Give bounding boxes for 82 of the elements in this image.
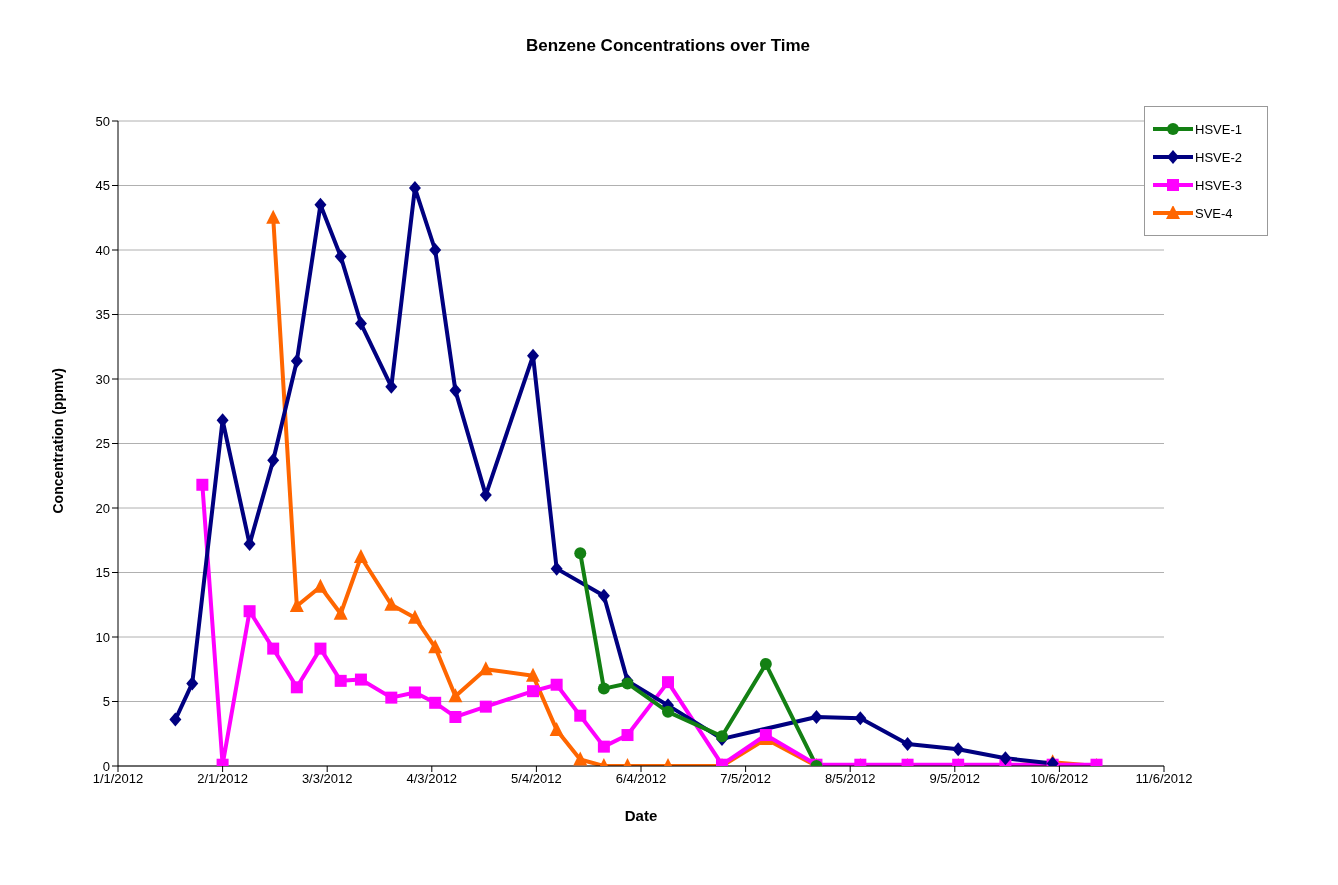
point — [169, 712, 182, 727]
x-tick-label: 3/3/2012 — [301, 771, 353, 787]
chart-title: Benzene Concentrations over Time — [524, 35, 811, 57]
y-tick-label: 30 — [95, 371, 110, 387]
point — [574, 709, 587, 722]
point — [597, 740, 610, 753]
point — [621, 677, 634, 690]
y-tick-label: 35 — [95, 307, 110, 323]
point — [901, 737, 914, 752]
point — [448, 688, 463, 703]
point — [449, 710, 462, 723]
y-tick-label: 10 — [95, 629, 110, 645]
y-tick-label: 25 — [95, 436, 110, 452]
point — [407, 609, 422, 624]
point — [408, 686, 421, 699]
point — [526, 667, 541, 682]
point — [661, 676, 674, 689]
point — [549, 721, 564, 736]
point — [354, 673, 367, 686]
point — [479, 488, 492, 503]
point — [186, 676, 199, 691]
point — [759, 658, 772, 671]
point — [449, 383, 462, 398]
x-tick-label: 8/5/2012 — [824, 771, 876, 787]
legend-label: HSVE-2 — [1195, 149, 1242, 165]
point — [661, 705, 674, 718]
point — [384, 596, 399, 611]
x-tick-label: 2/1/2012 — [197, 771, 248, 787]
x-tick-label: 7/5/2012 — [720, 771, 771, 787]
point — [854, 711, 867, 726]
y-tick-label: 45 — [95, 178, 110, 194]
y-tick-label: 40 — [95, 242, 110, 258]
point — [550, 678, 563, 691]
point — [354, 316, 367, 331]
point — [353, 549, 368, 564]
x-tick-label: 1/1/2012 — [92, 771, 144, 787]
point — [290, 681, 303, 694]
point — [573, 751, 588, 766]
legend-label: HSVE-3 — [1195, 177, 1242, 193]
x-tick-label: 11/6/2012 — [1135, 771, 1193, 787]
point — [952, 742, 965, 757]
point — [428, 639, 443, 654]
point — [267, 453, 280, 468]
point — [527, 685, 540, 698]
point — [333, 605, 348, 620]
point — [550, 561, 563, 576]
x-tick-label: 4/3/2012 — [406, 771, 458, 787]
x-tick-label: 9/5/2012 — [929, 771, 981, 787]
legend-label: SVE-4 — [1195, 205, 1233, 221]
point — [429, 243, 442, 257]
y-tick-label: 0 — [102, 758, 110, 774]
point — [478, 661, 493, 676]
point — [243, 605, 256, 618]
point — [290, 353, 303, 368]
point — [313, 578, 328, 593]
point — [334, 674, 347, 687]
point — [621, 729, 634, 742]
point — [574, 547, 587, 560]
point — [999, 751, 1012, 766]
point — [597, 682, 610, 695]
y-tick-label: 5 — [102, 694, 110, 710]
y-tick-label: 50 — [95, 113, 110, 129]
point — [266, 209, 281, 224]
x-tick-label: 5/4/2012 — [511, 771, 562, 787]
x-axis-title: Date — [624, 807, 658, 824]
point — [196, 478, 209, 491]
point — [429, 696, 442, 709]
x-tick-label: 10/6/2012 — [1030, 771, 1089, 787]
point — [597, 588, 610, 603]
x-tick-label: 6/4/2012 — [615, 771, 667, 787]
point — [810, 709, 823, 724]
legend-label: HSVE-1 — [1195, 121, 1242, 137]
point — [385, 691, 398, 704]
point — [479, 700, 492, 713]
point — [267, 642, 280, 655]
point — [527, 348, 540, 363]
point — [289, 598, 304, 613]
y-tick-label: 20 — [95, 500, 110, 516]
y-axis-title: Concentration (ppmv) — [49, 368, 66, 514]
point — [314, 642, 327, 655]
point — [334, 249, 347, 264]
y-tick-label: 15 — [95, 565, 110, 581]
